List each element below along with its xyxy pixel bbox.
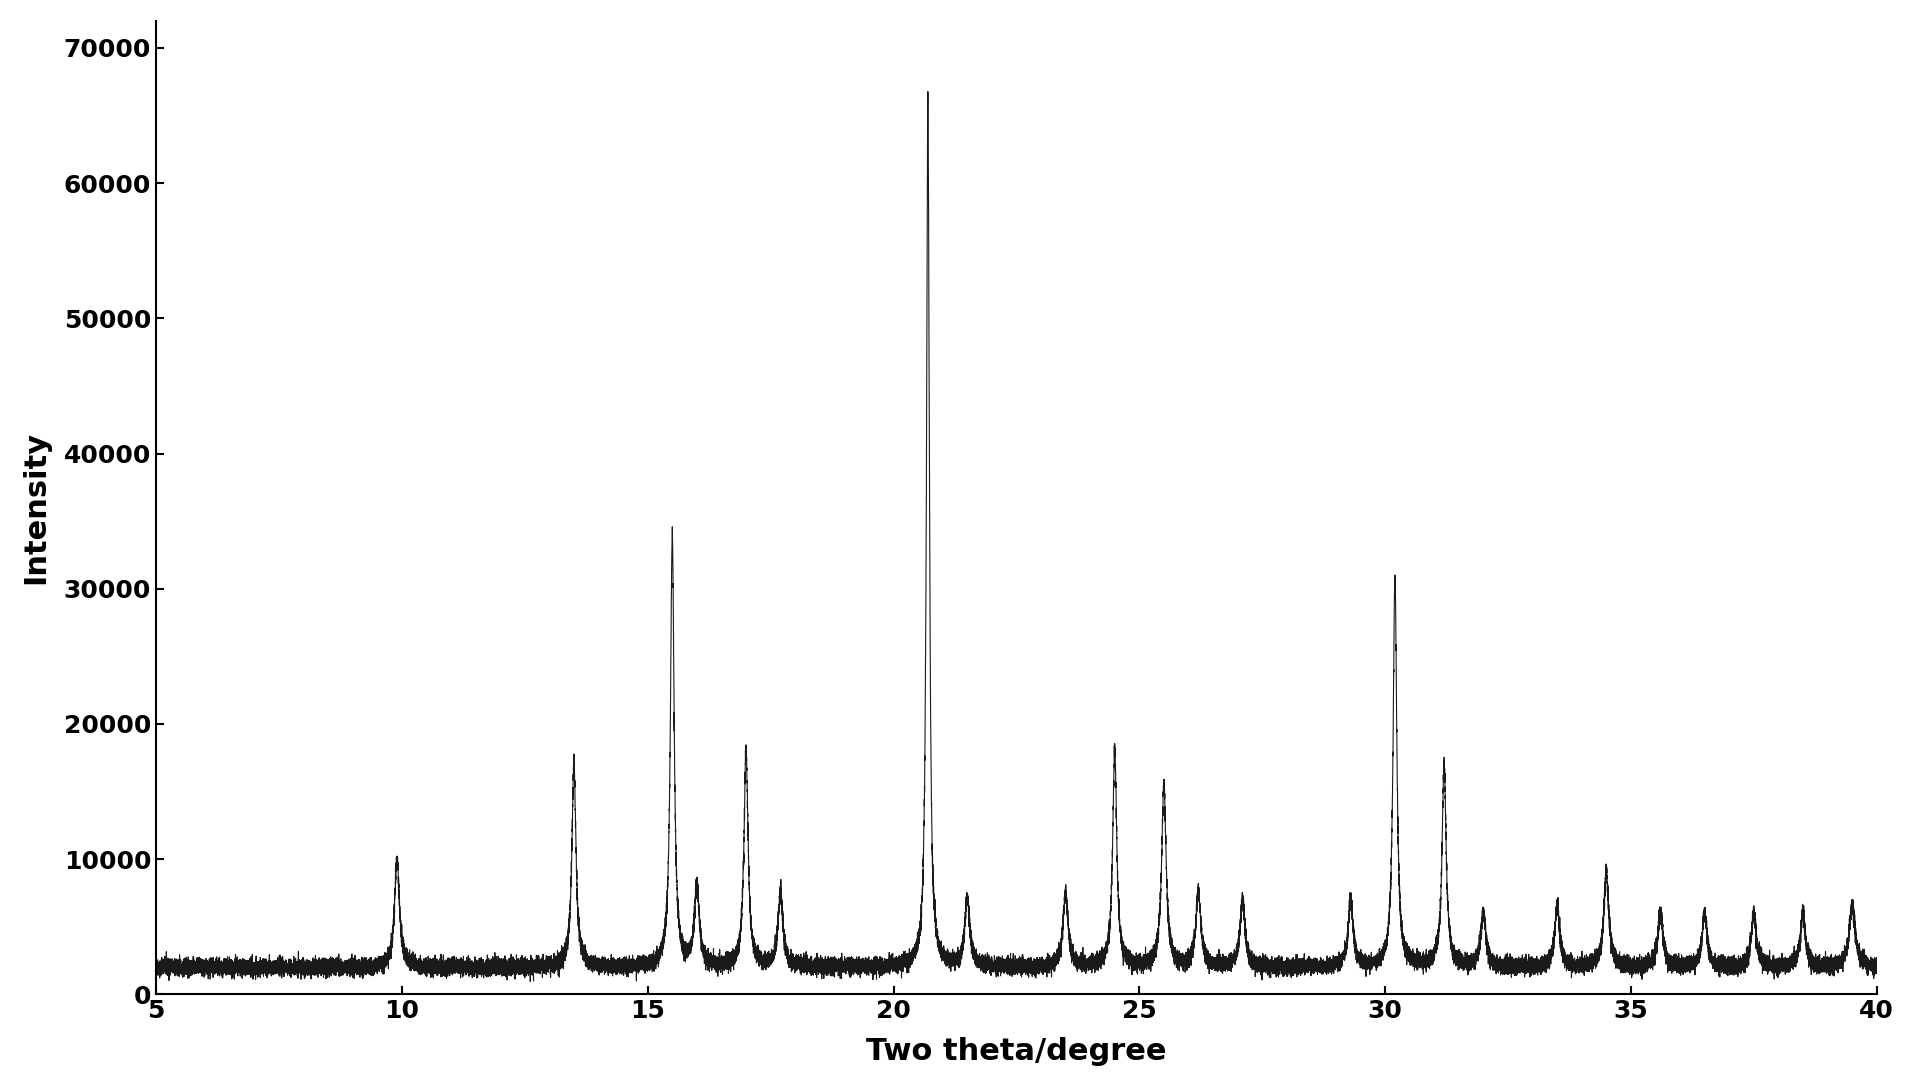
X-axis label: Two theta/degree: Two theta/degree (865, 1037, 1166, 1066)
Y-axis label: Intensity: Intensity (21, 432, 50, 584)
